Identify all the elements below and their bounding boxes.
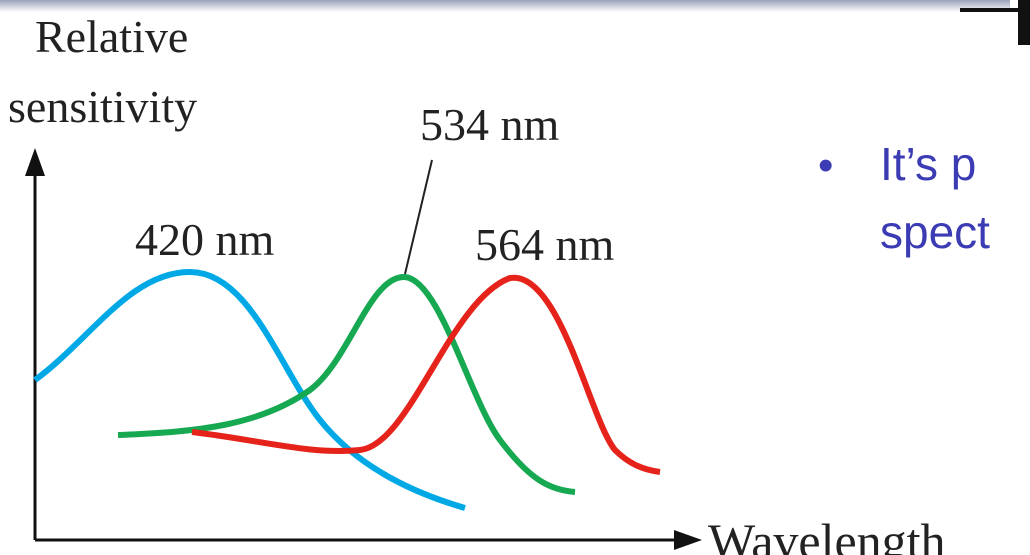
y-axis-label: sensitivity — [8, 81, 197, 132]
bullet-text: It’s p — [880, 138, 976, 190]
image-fragment — [0, 0, 1010, 12]
frame-edge — [960, 8, 1020, 12]
x-axis-arrow — [674, 530, 702, 550]
peak-label: 564 nm — [475, 219, 615, 270]
medium-cone-curve — [117, 273, 576, 495]
short-cone-curve — [33, 268, 466, 511]
y-axis-label: Relative — [35, 11, 188, 62]
peak-label: 420 nm — [135, 214, 275, 265]
peak-label: 534 nm — [420, 99, 560, 150]
bullet-marker: • — [818, 141, 833, 190]
x-axis-label: Wavelength — [708, 513, 946, 555]
leader-line — [404, 159, 433, 275]
bullet-text: spect — [880, 206, 990, 258]
frame-edge — [1018, 0, 1030, 45]
y-axis-arrow — [25, 148, 45, 176]
long-cone-curve — [191, 274, 661, 475]
